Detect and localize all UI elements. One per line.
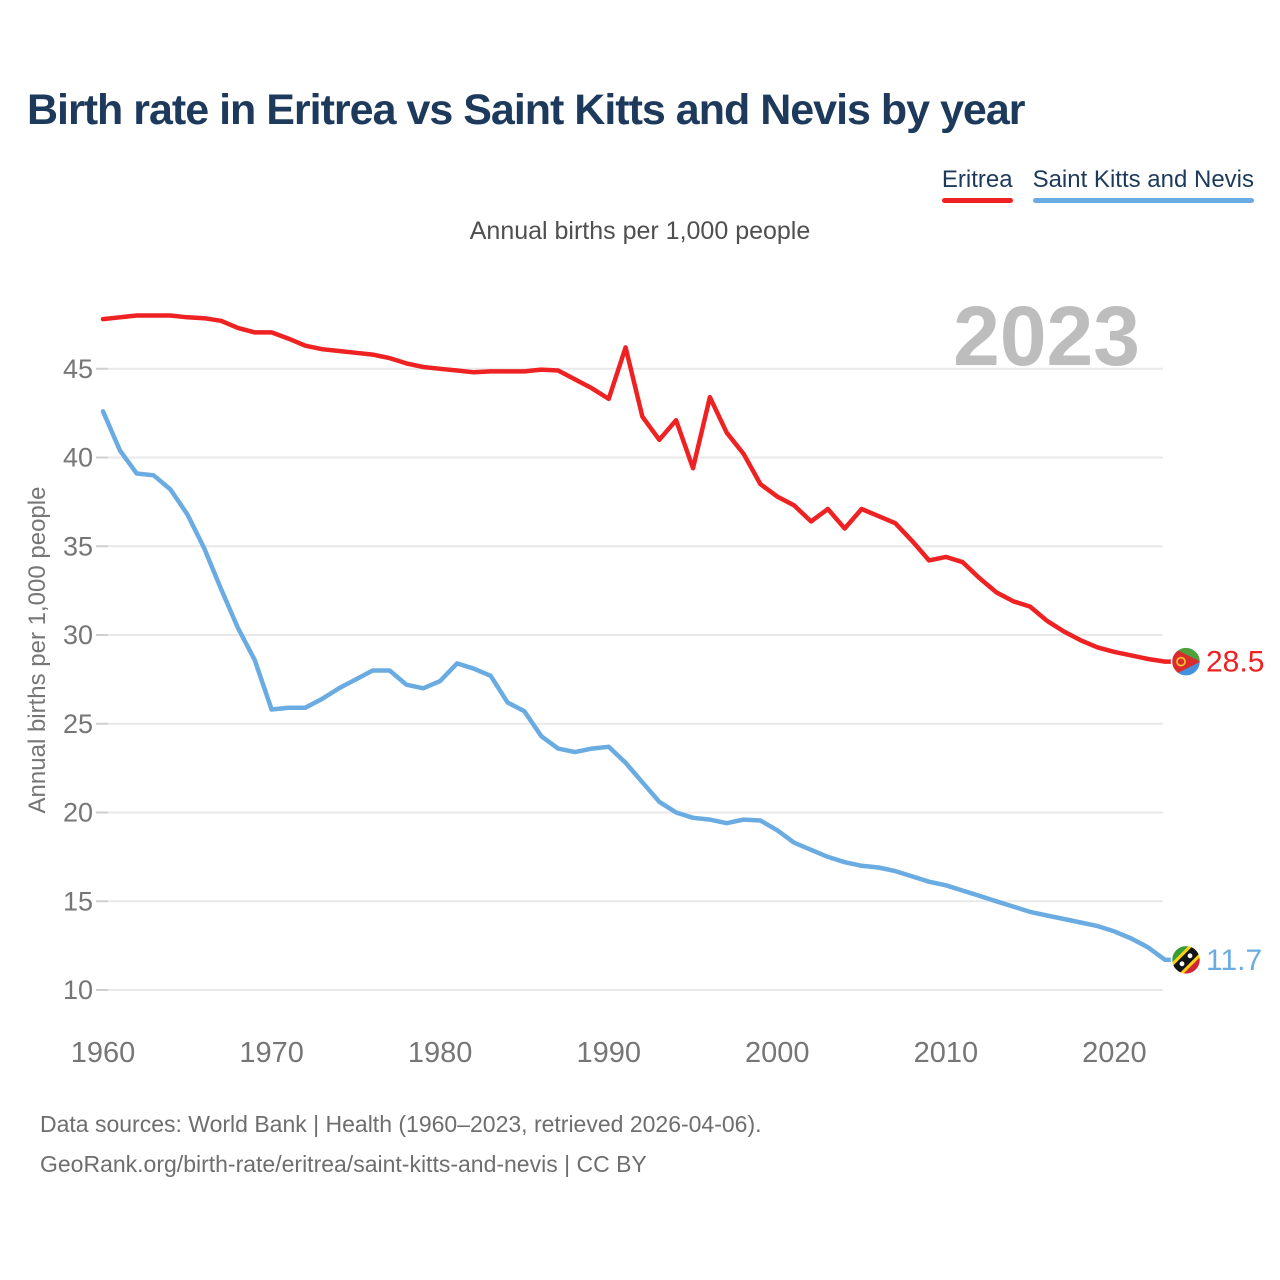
legend-underline-saint-kitts	[1032, 198, 1254, 203]
eritrea-flag-ring	[1170, 646, 1202, 677]
saint-kitts-line	[100, 409, 1168, 963]
x-tick-label: 1970	[239, 1037, 304, 1069]
y-axis-title: Annual births per 1,000 people	[24, 487, 51, 814]
x-tick-label: 1980	[408, 1037, 473, 1069]
y-tick-label: 40	[63, 443, 93, 473]
y-tick-label: 35	[63, 531, 93, 561]
watermark-year: 2023	[953, 289, 1140, 383]
legend-item-saint-kitts[interactable]: Saint Kitts and Nevis	[1032, 166, 1254, 203]
saint-kitts-and-nevis-flag-icon	[1171, 945, 1201, 975]
y-tick-label: 25	[63, 709, 93, 739]
legend-label-saint-kitts: Saint Kitts and Nevis	[1032, 166, 1254, 193]
eritrea-flag-icon	[1171, 647, 1201, 677]
chart-subtitle: Annual births per 1,000 people	[469, 217, 811, 245]
footer-attribution: GeoRank.org/birth-rate/eritrea/saint-kit…	[40, 1151, 647, 1177]
footer-data-sources: Data sources: World Bank | Health (1960–…	[40, 1111, 762, 1137]
saint-kitts-and-nevis-flag-ring	[1170, 944, 1202, 976]
x-tick-label: 2000	[745, 1037, 810, 1069]
y-tick-label: 20	[63, 798, 93, 828]
x-tick-label: 1960	[71, 1037, 136, 1069]
legend-underline-eritrea	[941, 198, 1013, 203]
legend-item-eritrea[interactable]: Eritrea	[941, 166, 1013, 203]
end-value-label: 11.7	[1206, 944, 1262, 977]
x-tick-label: 2020	[1082, 1037, 1147, 1069]
legend: Eritrea Saint Kitts and Nevis	[941, 166, 1254, 203]
y-tick-label: 10	[63, 975, 93, 1005]
x-tick-label: 1990	[576, 1037, 641, 1069]
x-tick-label: 2010	[914, 1037, 979, 1069]
y-tick-label: 15	[63, 886, 93, 916]
legend-label-eritrea: Eritrea	[941, 166, 1013, 193]
footer: Data sources: World Bank | Health (1960–…	[40, 1104, 762, 1184]
page-title: Birth rate in Eritrea vs Saint Kitts and…	[27, 86, 1025, 134]
y-tick-label: 45	[63, 354, 93, 384]
y-tick-label: 30	[63, 620, 93, 650]
eritrea-line	[100, 313, 1168, 664]
end-value-label: 28.5	[1206, 646, 1264, 679]
